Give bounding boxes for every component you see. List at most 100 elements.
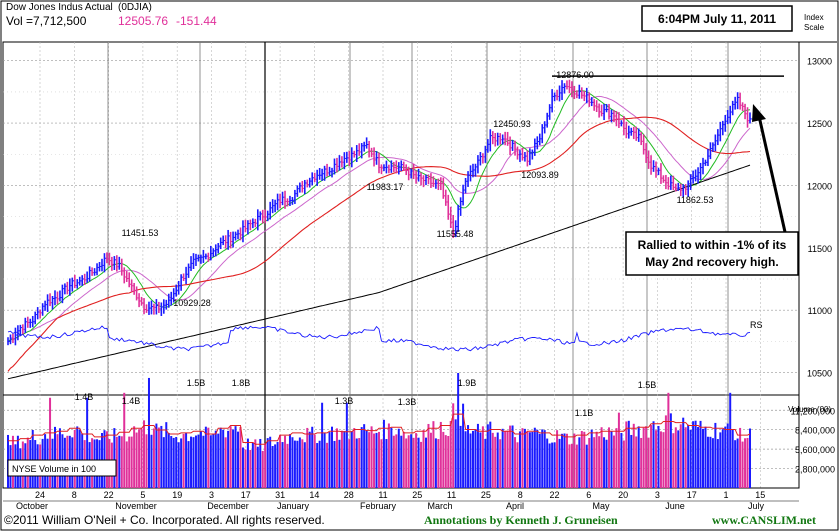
volume-bar <box>580 430 583 488</box>
volume-bar <box>264 443 267 488</box>
day-tick-label: 14 <box>309 490 319 500</box>
volume-bar <box>348 439 351 488</box>
volume-label: 1.4B <box>75 392 94 402</box>
volume-label: 1.9B <box>458 378 477 388</box>
volume-bar <box>363 424 366 488</box>
chart-labels: 24 8 22 5 19 3 17 31 14 28 11 25 11 25 8 22 6 20 3 17 1 15 Oct… <box>16 70 765 511</box>
price-tick-label: 11500 <box>808 244 832 254</box>
volume-bar <box>563 433 566 488</box>
volume-bar <box>583 431 586 488</box>
volume-bar <box>387 423 390 488</box>
volume-bar <box>516 442 519 488</box>
volume-bar <box>246 438 249 488</box>
volume-bar <box>518 431 521 488</box>
volume-bar <box>382 419 385 488</box>
volume-tick-label: 2,800,000 <box>795 465 835 475</box>
volume-bar <box>244 449 247 488</box>
month-label: July <box>748 501 765 511</box>
volume-bar <box>259 438 262 488</box>
volume-bar <box>595 431 598 488</box>
volume-tick-label: 11,200,000 <box>791 406 835 416</box>
volume-bar <box>625 421 628 488</box>
volume-bar <box>474 429 477 488</box>
volume-bar <box>726 423 729 488</box>
volume-bar <box>78 429 81 488</box>
volume-bar <box>514 437 517 488</box>
volume-bar <box>172 437 175 488</box>
volume-label: 1.5B <box>638 380 657 390</box>
volume-bar <box>506 430 509 488</box>
volume-bar <box>353 428 356 488</box>
volume-bar <box>286 443 289 488</box>
price-label: 11983.17 <box>367 182 404 192</box>
volume-bar <box>593 437 596 488</box>
volume-label: 1.8B <box>232 378 251 388</box>
volume-bar <box>375 432 378 488</box>
volume-bar <box>269 436 272 488</box>
volume-bar <box>323 432 326 488</box>
volume-bar <box>378 431 380 488</box>
volume-bar <box>217 433 220 488</box>
volume-bar <box>714 422 717 488</box>
volume-bar <box>538 433 541 488</box>
volume-bar <box>185 432 188 488</box>
volume-bar <box>721 429 724 488</box>
volume-label: 1.3B <box>335 396 354 406</box>
volume-bar <box>667 392 670 488</box>
volume-tick-label: 8,400,000 <box>795 426 835 436</box>
volume-bar <box>407 435 410 488</box>
volume-bar <box>222 429 225 488</box>
volume-bar <box>729 392 732 488</box>
annotation-credit: Annotations by Kenneth J. Gruneisen <box>424 513 618 527</box>
annotation-box <box>625 231 799 276</box>
volume-bar <box>199 431 202 488</box>
volume-bar <box>528 432 531 488</box>
volume-bar <box>434 438 437 488</box>
volume-bar <box>291 437 294 488</box>
volume-bar <box>476 423 479 488</box>
volume-bar <box>741 441 744 488</box>
volume-bar <box>645 426 648 488</box>
day-tick-label: 15 <box>755 490 765 500</box>
volume-bar <box>457 372 460 488</box>
volume-bar <box>365 430 368 488</box>
volume-bar <box>187 441 190 488</box>
volume-bar <box>340 430 343 488</box>
volume-bar <box>585 444 588 488</box>
change-readout: -151.44 <box>176 14 217 28</box>
volume-bar <box>699 420 702 488</box>
volume-bar <box>551 442 554 488</box>
volume-bar <box>449 420 452 488</box>
price-tick-label: 12500 <box>807 119 832 129</box>
price-bars <box>7 79 753 346</box>
volume-bar <box>471 430 474 488</box>
volume-bar <box>160 425 163 488</box>
day-tick-label: 25 <box>412 490 422 500</box>
volume-bar <box>281 442 284 488</box>
month-label: April <box>506 501 524 511</box>
volume-bar <box>491 432 494 488</box>
volume-bar <box>180 438 183 488</box>
index-symbol: (0DJIA) <box>118 2 152 13</box>
volume-bar <box>556 430 559 488</box>
volume-bar <box>118 435 121 488</box>
volume-bar <box>553 442 556 488</box>
volume-bar <box>749 428 751 488</box>
day-tick-label: 6 <box>586 490 591 500</box>
volume-bar <box>526 431 529 488</box>
volume-bar <box>115 436 118 488</box>
volume-bar <box>672 433 675 488</box>
volume-bar <box>462 403 465 488</box>
volume-bar <box>405 438 408 488</box>
volume-bar <box>125 441 128 488</box>
price-panel <box>2 41 800 396</box>
day-tick-label: 3 <box>655 490 660 500</box>
volume-bar <box>276 442 279 488</box>
volume-bar <box>444 435 447 488</box>
volume-bar <box>204 426 207 488</box>
price-tick-label: 11000 <box>808 306 832 316</box>
volume-bar <box>155 423 158 488</box>
volume-bar <box>167 432 170 488</box>
volume-bar <box>655 430 658 488</box>
volume-bar <box>318 440 321 488</box>
